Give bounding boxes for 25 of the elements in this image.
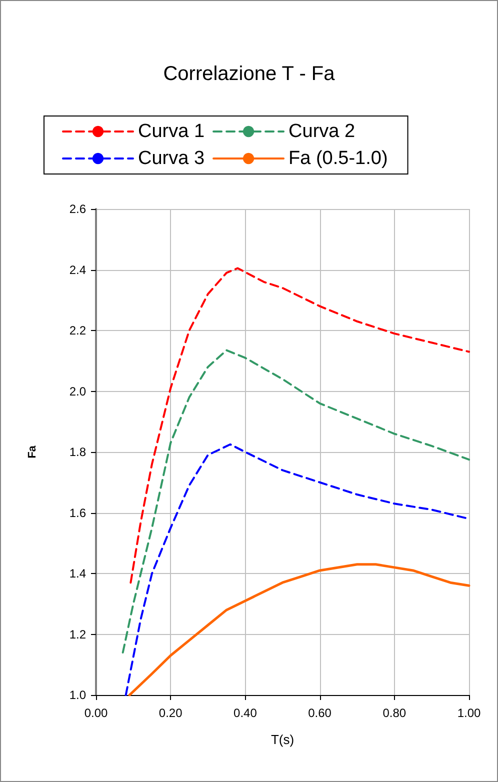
y-tick-label: 2.2 [69,324,86,338]
x-tick-label: 0.40 [234,706,258,720]
y-tick-label: 2.6 [69,202,86,216]
x-tick-label: 0.80 [382,706,406,720]
y-tick-label: 1.6 [69,506,86,520]
y-tick-label: 2.4 [69,262,86,277]
legend-label: Curva 2 [288,121,356,142]
legend-label: Fa (0.5-1.0) [288,148,388,169]
chart-title: Correlazione T - Fa [163,63,336,85]
y-tick-label: 2.0 [69,384,86,398]
legend-label: Curva 3 [138,148,205,169]
line-series [122,349,470,654]
y-tick-label: 1.0 [69,688,86,702]
y-axis-title: Fa [26,444,38,458]
x-tick-label: 0.60 [308,706,332,720]
x-tick-label: 1.00 [457,706,481,720]
y-tick-label: 1.4 [69,566,86,580]
line-series [130,267,470,584]
y-tick-label: 1.2 [69,627,86,642]
x-tick-label: 0.00 [84,706,108,720]
x-axis-title: T(s) [270,732,294,747]
x-tick-label: 0.20 [158,706,183,720]
y-tick-label: 1.8 [69,445,86,459]
line-series [128,563,470,696]
legend-label: Curva 1 [138,121,205,142]
